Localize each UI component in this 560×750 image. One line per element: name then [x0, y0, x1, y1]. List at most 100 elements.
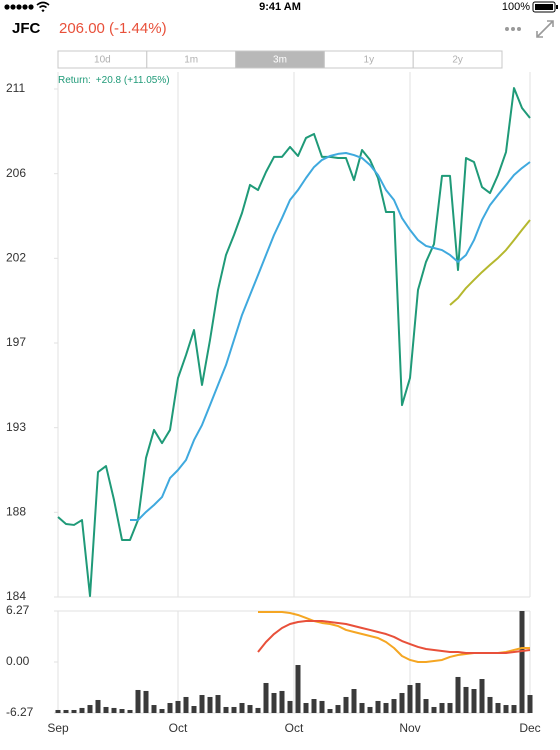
- volume-bar: [215, 695, 221, 713]
- volume-bar: [343, 696, 349, 713]
- chart-area: 184 188 193 197 202 206 211 Return: +20.8 (+11.0…: [6, 72, 541, 735]
- price-line: [449, 219, 531, 306]
- y-tick-label: 197: [6, 335, 26, 349]
- volume-bar: [103, 706, 109, 713]
- y-tick-label: -6.27: [6, 705, 34, 719]
- return-value: +20.8 (+11.05%): [96, 75, 170, 86]
- volume-bar: [263, 682, 269, 713]
- volume-bar: [87, 705, 93, 713]
- volume-bar: [351, 689, 357, 713]
- volume-bar: [127, 709, 133, 713]
- volume-bar: [151, 705, 157, 713]
- volume-bar: [327, 709, 333, 713]
- clock: 9:41 AM: [259, 1, 301, 13]
- return-label: Return: +20.8 (+11.05%): [58, 75, 170, 86]
- y-tick-label: 211: [6, 81, 25, 95]
- price-line: [257, 620, 531, 654]
- volume-bar: [159, 709, 165, 713]
- volume-bar: [143, 690, 149, 713]
- volume-bar: [79, 707, 85, 713]
- y-tick-label: 193: [6, 420, 26, 434]
- y-tick-label: 206: [6, 166, 26, 180]
- volume-bar: [487, 696, 493, 713]
- volume-bar: [399, 692, 405, 713]
- x-tick-label: Nov: [399, 721, 420, 735]
- symbol: JFC: [12, 20, 41, 37]
- volume-bar: [119, 709, 125, 713]
- x-tick-label: Oct: [285, 721, 304, 735]
- volume-bar: [431, 706, 437, 713]
- volume-bar: [287, 700, 293, 713]
- price-line: [57, 87, 531, 598]
- volume-bar: [511, 705, 517, 713]
- range-option-label[interactable]: 1m: [184, 55, 198, 66]
- volume-bar: [471, 689, 477, 713]
- range-selector: 10d 1m 3m 1y 2y: [57, 50, 503, 69]
- x-tick-label: Dec: [519, 721, 540, 735]
- y-tick-label: 184: [6, 589, 26, 603]
- range-option-label[interactable]: 2y: [452, 55, 463, 66]
- volume-bar: [503, 705, 509, 713]
- volume-bar: [191, 706, 197, 713]
- volume-bar: [135, 689, 141, 713]
- volume-bar: [295, 665, 301, 713]
- y-tick-label: 188: [6, 505, 26, 519]
- more-button[interactable]: [505, 27, 521, 31]
- x-tick-label: Sep: [47, 721, 69, 735]
- volume-bar: [175, 700, 181, 713]
- range-option-label[interactable]: 1y: [364, 55, 375, 66]
- battery-level: 100%: [502, 1, 530, 13]
- volume-bar: [391, 699, 397, 713]
- volume-bar: [415, 682, 421, 713]
- volume-bar: [439, 702, 445, 713]
- wifi-icon: [36, 1, 50, 13]
- volume-bar: [55, 709, 61, 713]
- quote: 206.00 (-1.44%): [59, 20, 167, 37]
- x-tick-label: Oct: [169, 721, 188, 735]
- volume-bar: [455, 676, 461, 713]
- return-caption: Return:: [58, 75, 91, 86]
- volume-bar: [207, 696, 213, 713]
- volume-bar: [367, 706, 373, 713]
- y-tick-label: 202: [6, 251, 26, 265]
- volume-bar: [335, 705, 341, 713]
- volume-bar: [527, 695, 533, 713]
- range-option-label[interactable]: 3m: [273, 55, 287, 66]
- volume-bar: [519, 611, 525, 713]
- volume-bar: [463, 686, 469, 713]
- volume-bar: [111, 707, 117, 713]
- volume-bar: [167, 702, 173, 713]
- range-option[interactable]: [412, 50, 503, 69]
- collapse-button[interactable]: [536, 20, 554, 38]
- volume-bar: [183, 696, 189, 713]
- signal: [4, 4, 34, 10]
- volume-bar: [231, 706, 237, 713]
- volume-bar: [479, 679, 485, 713]
- volume-bar: [71, 709, 77, 713]
- volume-bar: [271, 692, 277, 713]
- volume-bar: [95, 699, 101, 713]
- volume-bar: [447, 702, 453, 713]
- volume-bar: [359, 702, 365, 713]
- y-tick-label: 6.27: [6, 603, 30, 617]
- price-line: [130, 151, 531, 522]
- volume-bar: [407, 685, 413, 713]
- volume-bar: [383, 702, 389, 713]
- volume-bar: [247, 705, 253, 713]
- volume-bar: [223, 706, 229, 713]
- volume-bar: [279, 690, 285, 713]
- volume-bar: [63, 709, 69, 713]
- volume-bar: [423, 699, 429, 713]
- battery-icon: [532, 1, 558, 13]
- volume-bar: [239, 702, 245, 713]
- volume-bar: [303, 702, 309, 713]
- volume-bar: [495, 702, 501, 713]
- volume-bar: [319, 700, 325, 713]
- range-option-label[interactable]: 10d: [94, 55, 111, 66]
- volume-bar: [375, 700, 381, 713]
- y-tick-label: 0.00: [6, 654, 30, 668]
- volume-bar: [199, 695, 205, 713]
- volume-bar: [311, 699, 317, 713]
